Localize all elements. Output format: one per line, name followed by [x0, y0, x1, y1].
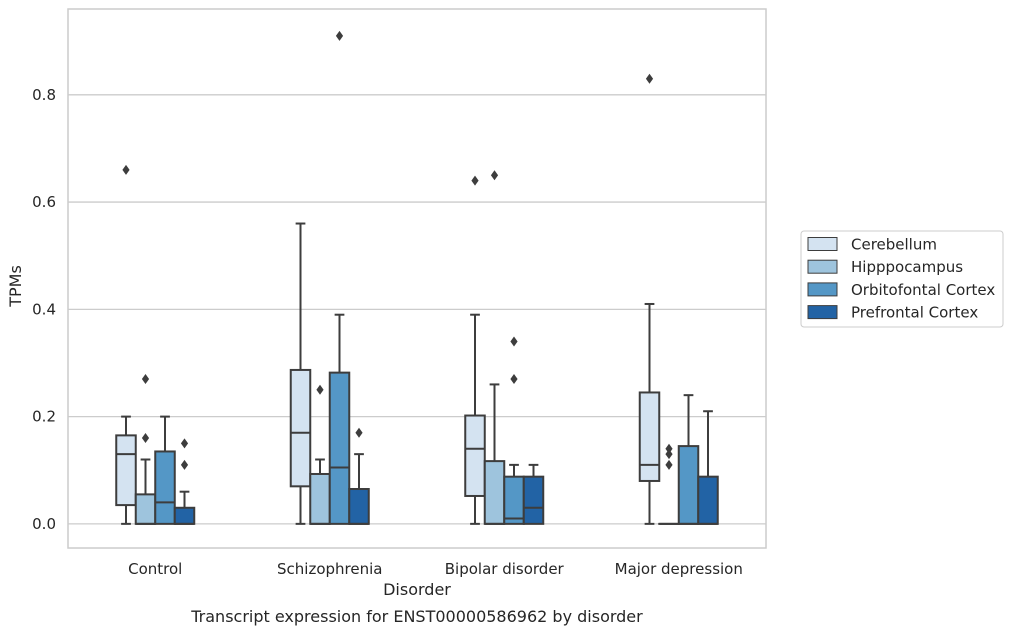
box-group — [328, 30, 351, 525]
outlier-point — [335, 30, 344, 41]
outlier-point — [355, 427, 363, 438]
box-group — [115, 164, 137, 525]
y-tick-labels: 0.0 0.2 0.4 0.6 0.8 — [32, 86, 56, 533]
box — [697, 475, 719, 525]
y-tick-label: 0.2 — [32, 408, 56, 426]
outlier-point — [665, 459, 673, 470]
legend-label: Cerebellum — [851, 236, 937, 254]
legend: Cerebellum Hipppocampus Orbitofontal Corte… — [800, 230, 1004, 328]
legend-label: Orbitofontal Cortex — [851, 281, 995, 299]
box — [464, 414, 486, 497]
box-group — [522, 463, 545, 525]
box-group — [348, 427, 370, 525]
legend-swatch — [807, 305, 838, 320]
outlier-point — [141, 433, 150, 444]
box — [638, 391, 661, 482]
chart-caption: Transcript expression for ENST0000058696… — [190, 607, 643, 626]
x-tick-label: Bipolar disorder — [445, 560, 565, 578]
legend-label: Prefrontal Cortex — [851, 304, 978, 322]
box — [173, 506, 196, 525]
box — [289, 368, 312, 488]
box-group — [658, 443, 680, 525]
outlier-point — [490, 170, 499, 181]
box — [115, 434, 137, 507]
box-group — [134, 374, 157, 525]
box-group — [173, 438, 196, 525]
y-axis-label: TPMs — [6, 265, 25, 308]
outlier-point — [316, 384, 324, 395]
box-group — [677, 394, 700, 525]
outlier-point — [180, 459, 189, 470]
box-group — [464, 175, 486, 525]
box-group — [289, 222, 312, 525]
outlier-point — [180, 438, 189, 449]
box — [309, 472, 331, 525]
outlier-point — [510, 336, 518, 347]
legend-swatch — [807, 237, 838, 251]
outlier-point — [665, 449, 673, 460]
x-tick-label: Control — [128, 560, 182, 578]
outlier-point — [665, 443, 673, 454]
legend-label: Hipppocampus — [851, 258, 963, 276]
outlier-point — [122, 164, 130, 175]
box — [503, 475, 525, 525]
legend-swatch — [807, 259, 838, 274]
y-tick-label: 0.6 — [32, 193, 56, 211]
box-group — [638, 73, 661, 525]
box-group — [483, 170, 506, 525]
x-axis-label: Disorder — [383, 580, 451, 599]
y-tick-label: 0.4 — [32, 300, 56, 318]
box-plots — [115, 30, 719, 525]
x-tick-labels: Control Schizophrenia Bipolar disorder Majo… — [128, 560, 743, 578]
x-tick-label: Schizophrenia — [277, 560, 382, 578]
box — [348, 488, 370, 525]
box — [677, 445, 700, 525]
box — [328, 371, 351, 525]
box — [134, 493, 157, 525]
box-group — [503, 336, 525, 525]
x-tick-label: Major depression — [615, 560, 743, 578]
box — [483, 460, 506, 525]
legend-frame — [800, 230, 1004, 328]
plot-frame — [67, 8, 767, 549]
box-group — [154, 415, 176, 525]
legend-swatch — [807, 282, 838, 297]
box-group — [309, 384, 331, 525]
y-tick-label: 0.0 — [32, 515, 56, 533]
y-tick-label: 0.8 — [32, 86, 56, 104]
outlier-point — [645, 73, 654, 84]
outlier-point — [510, 374, 518, 385]
outlier-point — [141, 374, 150, 385]
box — [154, 450, 176, 525]
outlier-point — [471, 175, 479, 186]
box — [522, 475, 545, 525]
box-group — [697, 410, 719, 525]
